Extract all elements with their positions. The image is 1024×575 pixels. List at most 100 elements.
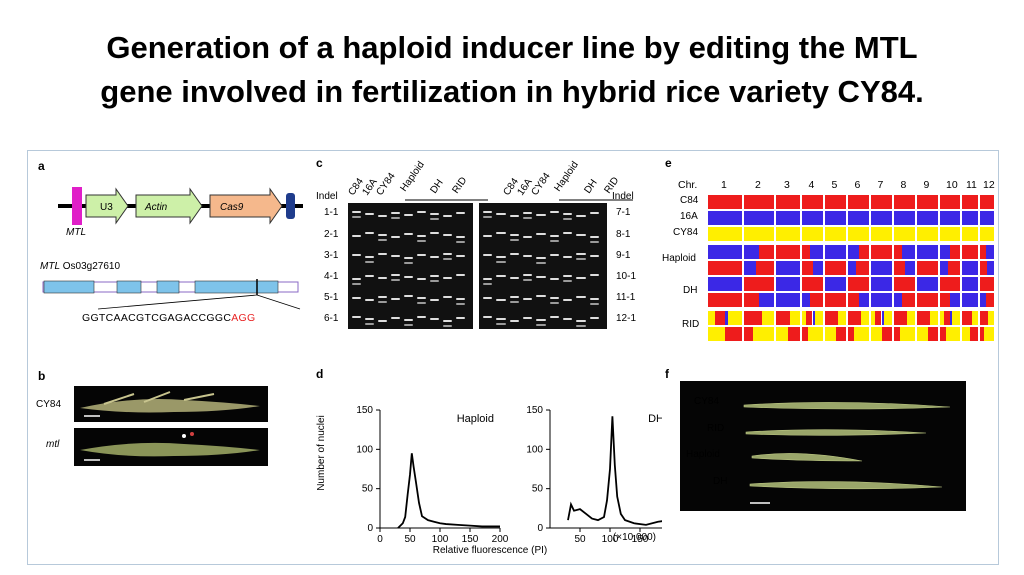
- genotype-segment: [894, 211, 915, 225]
- gel-band: [365, 299, 374, 301]
- gel-band: [417, 278, 426, 280]
- gel-band: [589, 241, 599, 243]
- indel-row-left-5: 5-1: [324, 292, 339, 303]
- indel-row-right-6: 12-1: [616, 313, 637, 324]
- genotype-segment: [894, 227, 915, 241]
- x-axis-label: Relative fluorescence (PI): [433, 545, 548, 556]
- construct-label-actin: Actin: [144, 202, 168, 213]
- gel-band: [549, 211, 559, 213]
- genotype-segment: [776, 227, 800, 241]
- gel-band: [496, 261, 506, 263]
- genotype-heatmap: [708, 193, 994, 345]
- gel-band: [509, 296, 519, 298]
- genotype-segment: [744, 293, 759, 307]
- genotype-segment: [708, 293, 742, 307]
- genotype-segment: [980, 227, 994, 241]
- panel-c-label: c: [316, 156, 323, 170]
- heatmap-row-label-c84: C84: [680, 195, 699, 206]
- gel-band: [378, 296, 387, 298]
- gel-band: [483, 235, 493, 237]
- gel-band: [563, 256, 573, 258]
- gel-band: [483, 211, 493, 213]
- genotype-segment: [708, 311, 715, 325]
- gel-band: [549, 240, 559, 242]
- gel-band: [404, 262, 413, 264]
- gel-band: [443, 253, 452, 255]
- gel-band: [365, 256, 374, 258]
- zoom-line-left: [97, 294, 258, 310]
- genotype-segment: [858, 293, 869, 307]
- genotype-segment: [946, 327, 960, 341]
- zoom-line-right: [256, 294, 301, 310]
- gel-band: [352, 316, 361, 318]
- genotype-segment: [848, 277, 869, 291]
- actin-arrow: [135, 187, 203, 225]
- genotype-segment: [812, 261, 823, 275]
- genotype-segment: [728, 311, 742, 325]
- genotype-segment: [962, 311, 972, 325]
- genotype-segment: [744, 195, 774, 209]
- genotype-segment: [940, 311, 944, 325]
- genotype-segment: [825, 261, 846, 275]
- gel-band: [589, 298, 599, 300]
- gel-band: [417, 211, 426, 213]
- gel-band: [483, 254, 493, 256]
- gel-band: [563, 275, 573, 277]
- gel-band: [430, 280, 439, 282]
- gel-band: [443, 215, 452, 217]
- gel-band: [378, 320, 387, 322]
- gel-band: [378, 277, 387, 279]
- genotype-segment: [940, 327, 946, 341]
- genotype-segment: [776, 195, 800, 209]
- series-line: [567, 416, 662, 526]
- u3-arrow: [85, 187, 129, 225]
- panel-b-row-cy84: CY84: [36, 399, 62, 410]
- x-tick-label: 150: [462, 534, 479, 545]
- pam-sequence: AGG: [231, 312, 256, 324]
- genotype-segment: [802, 261, 813, 275]
- target-sequence: GGTCAACGTCGAGACCGGCAGG: [82, 312, 255, 324]
- genotype-segment: [744, 245, 759, 259]
- y-tick-label: 0: [367, 523, 373, 534]
- x-axis-unit: (×10,000): [613, 532, 656, 543]
- genotype-segment: [837, 311, 846, 325]
- genotype-segment: [858, 245, 869, 259]
- genotype-segment: [917, 227, 938, 241]
- chromosome-number: 4: [808, 179, 815, 191]
- genotype-segment: [950, 245, 960, 259]
- gel-band: [430, 218, 439, 220]
- title-line-2: gene involved in fertilization in hybrid…: [100, 74, 924, 109]
- genotype-segment: [776, 245, 800, 259]
- y-tick-label: 100: [526, 444, 543, 455]
- gel-band: [443, 234, 452, 236]
- gel-band: [576, 325, 586, 327]
- gel-band: [483, 297, 493, 299]
- genotype-segment: [776, 311, 791, 325]
- genotype-segment: [984, 327, 994, 341]
- gel-band: [536, 324, 546, 326]
- genotype-segment: [854, 327, 869, 341]
- gel-band: [563, 299, 573, 301]
- genotype-segment: [906, 311, 915, 325]
- genotype-segment: [902, 245, 915, 259]
- genotype-segment: [802, 277, 823, 291]
- y-axis-label: Number of nuclei: [316, 415, 327, 491]
- gel-band: [365, 318, 374, 320]
- gel-band: [391, 236, 400, 238]
- gel-band: [443, 320, 452, 322]
- lane-label-dh: DH: [428, 178, 445, 196]
- genotype-segment: [860, 311, 869, 325]
- chromosome-number: 11: [966, 179, 977, 191]
- gel-band: [404, 276, 413, 278]
- panel-f-label: f: [665, 367, 669, 381]
- genotype-segment: [940, 195, 960, 209]
- genotype-segment: [744, 277, 774, 291]
- genotype-segment: [810, 245, 823, 259]
- x-tick-label: 150: [632, 534, 649, 545]
- genotype-segment: [744, 327, 753, 341]
- gel-band: [391, 317, 400, 319]
- gene-structure: [42, 279, 301, 310]
- gel-band: [352, 235, 361, 237]
- gel-band: [496, 323, 506, 325]
- genotype-segment: [980, 277, 994, 291]
